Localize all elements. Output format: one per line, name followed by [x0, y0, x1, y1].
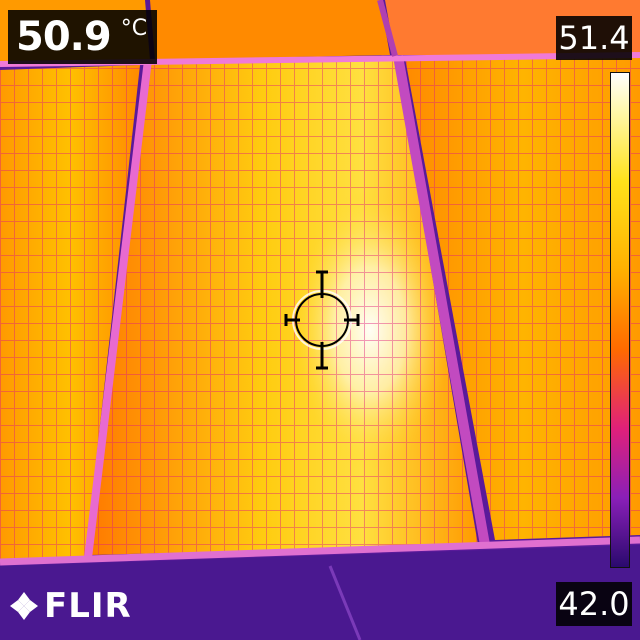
panel-center-cells	[90, 58, 478, 555]
panel-top-center	[150, 0, 390, 60]
panel-left-cells	[0, 65, 140, 560]
brand-name: FLIR	[44, 586, 132, 626]
spot-temperature-unit: °C	[120, 16, 148, 41]
panel-frame-bottom	[0, 536, 640, 566]
panel-frame-right	[393, 55, 490, 546]
brand-logo: FLIR	[8, 586, 132, 626]
roof-area	[0, 545, 640, 640]
panel-frame-left	[84, 59, 152, 559]
crosshair-icon	[284, 270, 360, 370]
scale-max-label: 51.4	[556, 16, 632, 60]
spot-temperature-value: 50.9	[16, 14, 112, 60]
panel-right-cells	[405, 55, 640, 540]
roof-seam	[328, 565, 362, 640]
color-scale-bar	[610, 72, 630, 568]
scale-min-label: 42.0	[556, 582, 632, 626]
spot-temperature-readout: 50.9 °C	[8, 10, 158, 64]
panel-frame-top-divider	[377, 0, 398, 57]
flir-logo-icon	[10, 592, 38, 620]
